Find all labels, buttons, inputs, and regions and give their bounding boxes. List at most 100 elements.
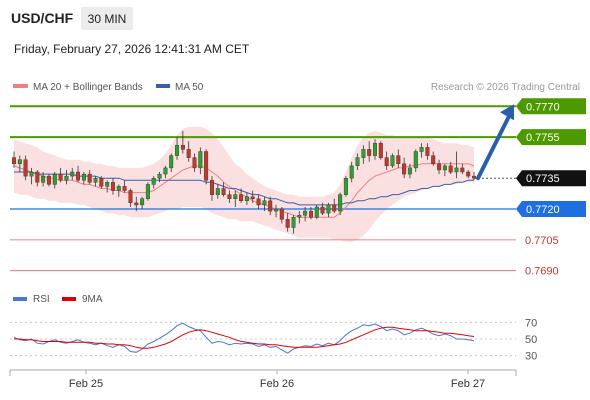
candle-body — [134, 202, 139, 206]
rsi-legend-swatch — [13, 297, 27, 301]
candle-body — [29, 171, 34, 177]
candle-body — [233, 194, 238, 199]
forecast-arrow-head — [500, 104, 514, 121]
candle-body — [262, 200, 267, 206]
rsi-ma-line — [14, 326, 475, 349]
candle-body — [128, 190, 133, 204]
candle-body — [174, 145, 179, 156]
candle-body — [326, 204, 331, 214]
datetime-label: Friday, February 27, 2026 12:41:31 AM CE… — [14, 42, 250, 56]
candle-body — [384, 157, 389, 167]
candle-body — [256, 198, 261, 206]
forecast-arrow-shaft — [476, 114, 511, 181]
candle-body — [454, 167, 459, 173]
candle-body — [35, 171, 40, 183]
level-label-0.7735: 0.7735 — [526, 173, 560, 185]
candle-body — [373, 143, 378, 156]
candle-body — [239, 194, 244, 202]
candle-body — [472, 175, 477, 179]
level-label-0.7720: 0.7720 — [526, 204, 560, 216]
candle-body — [227, 194, 232, 199]
candle-body — [87, 173, 92, 183]
candle-body — [309, 210, 314, 218]
candle-body — [338, 194, 343, 212]
candle-body — [46, 175, 51, 185]
ma50-legend-label: MA 50 — [175, 82, 204, 93]
rsi-tick-50: 50 — [525, 334, 537, 346]
candle-body — [466, 171, 471, 177]
candle-body — [268, 200, 273, 212]
candle-body — [23, 159, 28, 177]
x-tick-label: Feb 27 — [451, 378, 485, 390]
candle-body — [157, 173, 162, 179]
candle-body — [314, 206, 319, 218]
candle-body — [448, 165, 453, 173]
candle-body — [198, 151, 203, 169]
timeframe-label: 30 MIN — [88, 12, 127, 26]
candle-body — [81, 173, 86, 181]
candle-body — [180, 145, 185, 150]
level-label-0.7705: 0.7705 — [525, 235, 559, 247]
ma50-legend-swatch — [156, 84, 170, 88]
level-labels: 0.7770 0.7755 0.7735 0.7720 0.7705 0.7690 — [516, 98, 586, 278]
rsi-ma-legend-swatch — [62, 297, 76, 301]
candle-body — [221, 188, 226, 195]
candle-body — [99, 177, 104, 187]
candle-body — [320, 206, 325, 214]
candle-body — [64, 175, 69, 181]
candle-body — [303, 210, 308, 216]
candle-body — [75, 171, 80, 181]
candle-body — [355, 157, 360, 167]
level-label-0.7755: 0.7755 — [526, 132, 560, 144]
candle-body — [349, 165, 354, 179]
level-tag-0.7735 — [516, 170, 586, 187]
candle-body — [93, 177, 98, 183]
candle-body — [442, 165, 447, 171]
candle-body — [425, 147, 430, 156]
candle-body — [52, 173, 57, 185]
x-tick-label: Feb 26 — [260, 378, 294, 390]
candle-body — [419, 147, 424, 152]
x-tick-label: Feb 25 — [69, 378, 103, 390]
rsi-tick-70: 70 — [525, 317, 537, 329]
rsi-line — [13, 322, 475, 354]
candle-body — [437, 163, 442, 171]
candle-body — [407, 167, 412, 175]
timeframe-badge[interactable] — [81, 7, 133, 30]
candle-body — [151, 177, 156, 185]
candle-body — [70, 171, 75, 177]
candle-body — [250, 196, 255, 199]
price-levels — [10, 105, 516, 272]
candle-body — [343, 177, 348, 195]
candle-body — [209, 180, 214, 195]
ma20-legend-label: MA 20 + Bollinger Bands — [33, 82, 143, 93]
candle-body — [274, 208, 279, 212]
x-axis: Feb 25 Feb 26 Feb 27 — [9, 369, 517, 390]
bollinger-band-fill — [14, 126, 474, 242]
rsi-legend-label: RSI — [33, 294, 50, 305]
candle-body — [460, 167, 465, 173]
candle-body — [402, 163, 407, 175]
candle-body — [215, 188, 220, 195]
candle-body — [396, 155, 401, 165]
candle-body — [279, 208, 284, 220]
level-label-0.7770: 0.7770 — [526, 101, 560, 113]
candle-body — [122, 186, 127, 191]
forecast-arrow — [476, 104, 514, 181]
candle-body — [17, 159, 22, 164]
candle-body — [297, 214, 302, 218]
candle-body — [291, 216, 296, 228]
candle-body — [244, 196, 249, 201]
candle-body — [378, 143, 383, 158]
candle-body — [285, 219, 290, 228]
level-tag-0.7720 — [516, 201, 586, 218]
candle-body — [367, 149, 372, 156]
candle-body — [431, 155, 436, 165]
candle-body — [163, 167, 168, 175]
candle-body — [58, 173, 63, 181]
symbol-title: USD/CHF — [11, 10, 74, 26]
credit-label: Research © 2026 Trading Central — [431, 82, 580, 93]
rsi-ma-legend-label: 9MA — [82, 294, 103, 305]
